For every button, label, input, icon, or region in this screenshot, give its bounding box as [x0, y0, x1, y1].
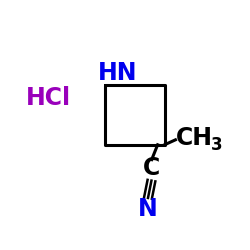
Text: C: C	[143, 156, 160, 180]
Text: HN: HN	[98, 60, 138, 84]
Text: HCl: HCl	[26, 86, 72, 110]
Text: CH: CH	[176, 126, 212, 150]
Text: N: N	[138, 197, 158, 221]
Text: 3: 3	[211, 136, 223, 154]
